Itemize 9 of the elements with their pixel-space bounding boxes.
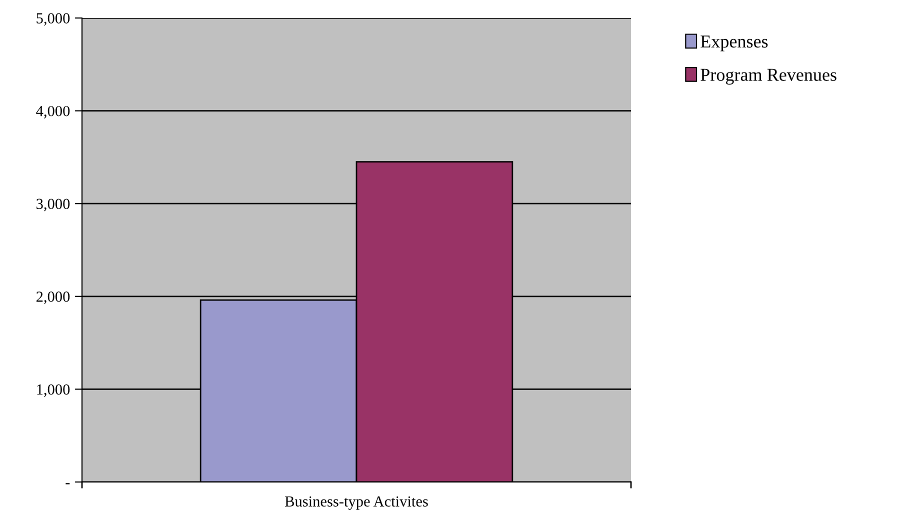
x-tick-label: Business-type Activites [285,496,428,510]
y-tick-label: 2,000 [36,292,70,304]
y-tick-label: 5,000 [36,13,70,26]
y-tick-label: 4,000 [36,106,70,118]
legend-label: Expenses [700,36,768,52]
legend-label: Program Revenues [700,68,836,85]
y-tick-label: 3,000 [36,198,70,212]
y-tick-label: 1,000 [37,384,70,397]
y-tick-label: - [66,483,70,484]
